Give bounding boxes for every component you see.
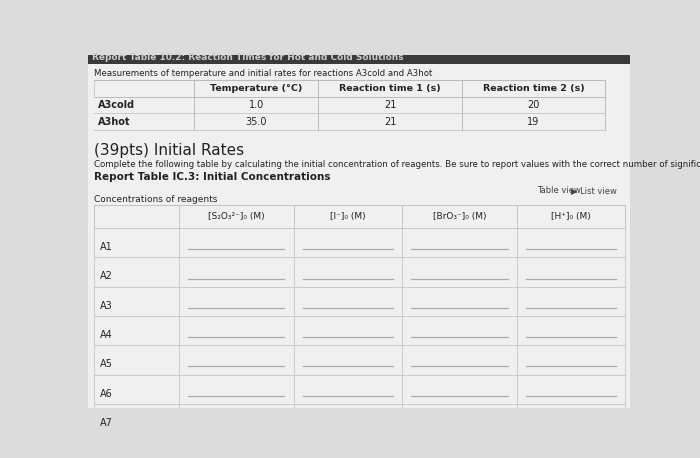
Text: Reaction time 1 (s): Reaction time 1 (s) [340,83,441,93]
Text: A1: A1 [100,242,113,252]
Bar [402,205,517,228]
Text: A4: A4 [100,330,113,340]
Text: Report Table 10.2: Reaction Times for Hot and Cold Solutions: Report Table 10.2: Reaction Times for Ho… [92,53,404,62]
Bar [94,205,625,228]
Bar [294,345,402,375]
Bar [179,228,294,257]
Bar [94,375,625,404]
Text: 21: 21 [384,100,396,110]
Bar [94,114,606,131]
Bar [294,287,402,316]
Bar [179,287,294,316]
Bar [402,316,517,345]
Text: [S₂O₃²⁻]₀ (M): [S₂O₃²⁻]₀ (M) [208,212,265,221]
Bar [94,228,625,257]
Bar [402,287,517,316]
Text: Concentrations of reagents: Concentrations of reagents [94,195,217,204]
Bar [517,287,625,316]
Bar [94,80,195,97]
Bar [517,345,625,375]
Text: ▶ List view: ▶ List view [571,186,617,195]
Text: [BrO₃⁻]₀ (M): [BrO₃⁻]₀ (M) [433,212,486,221]
Text: A5: A5 [100,359,113,369]
Bar [94,287,179,316]
Text: Reaction time 2 (s): Reaction time 2 (s) [482,83,584,93]
Bar [94,257,625,287]
Text: A3cold: A3cold [98,100,136,110]
Bar [517,316,625,345]
Bar [88,55,630,64]
Text: 1.0: 1.0 [248,100,264,110]
Bar [94,316,625,345]
Bar [517,257,625,287]
Bar [318,80,462,97]
Text: 35.0: 35.0 [246,117,267,127]
Text: 20: 20 [527,100,540,110]
Bar [179,205,294,228]
Text: A3hot: A3hot [98,117,131,127]
Text: Complete the following table by calculating the initial concentration of reagent: Complete the following table by calculat… [94,160,700,169]
Text: [I⁻]₀ (M): [I⁻]₀ (M) [330,212,365,221]
Bar [179,345,294,375]
Bar [517,404,625,433]
Bar [294,404,402,433]
Bar [294,316,402,345]
Text: (39pts) Initial Rates: (39pts) Initial Rates [94,143,244,158]
Bar [462,80,606,97]
Bar [94,404,625,433]
Bar [179,316,294,345]
Bar [195,80,318,97]
Bar [402,257,517,287]
Text: 21: 21 [384,117,396,127]
Bar [402,345,517,375]
Bar [94,228,179,257]
Bar [94,375,179,404]
Bar [179,404,294,433]
Text: 19: 19 [527,117,540,127]
Text: A3: A3 [100,301,113,311]
Bar [294,205,402,228]
Bar [94,345,625,375]
Text: A6: A6 [100,388,113,398]
Bar [94,97,606,114]
Bar [179,375,294,404]
Bar [402,228,517,257]
Bar [294,375,402,404]
Bar [294,257,402,287]
Bar [179,257,294,287]
Bar [94,404,179,433]
Bar [94,345,179,375]
Text: Report Table IC.3: Initial Concentrations: Report Table IC.3: Initial Concentration… [94,172,330,182]
Bar [294,228,402,257]
Text: [H⁺]₀ (M): [H⁺]₀ (M) [551,212,591,221]
Bar [402,375,517,404]
Bar [94,316,179,345]
Text: Measurements of temperature and initial rates for reactions A3cold and A3hot: Measurements of temperature and initial … [94,69,432,78]
Text: Table view: Table view [537,186,581,195]
Bar [94,257,179,287]
Bar [94,287,625,316]
Text: Temperature (°C): Temperature (°C) [210,83,302,93]
Bar [402,404,517,433]
Bar [517,228,625,257]
Text: A7: A7 [100,418,113,428]
Text: A2: A2 [100,272,113,282]
Bar [94,205,179,228]
Bar [517,205,625,228]
Bar [517,375,625,404]
